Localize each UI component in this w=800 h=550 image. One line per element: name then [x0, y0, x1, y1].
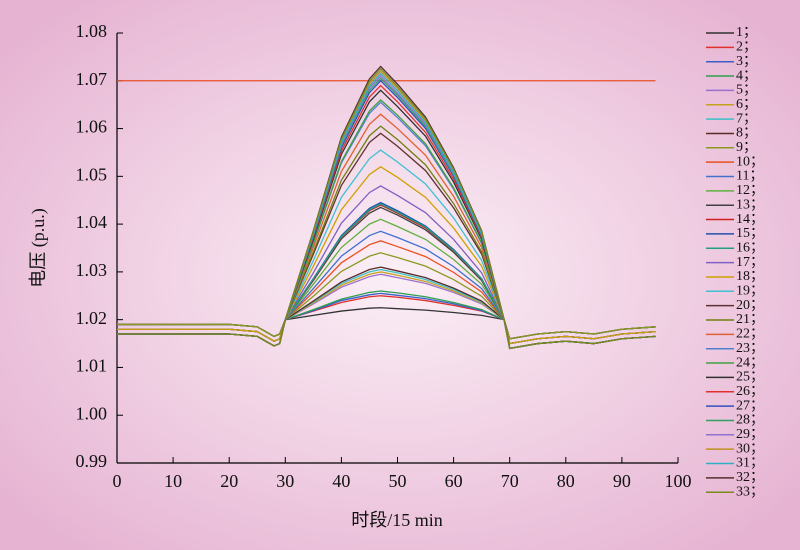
legend-label: 18；	[736, 269, 764, 284]
legend-label: 9；	[736, 140, 757, 155]
legend-label: 28；	[736, 413, 764, 428]
x-tick-label: 70	[501, 471, 519, 491]
legend-label: 10；	[736, 154, 764, 169]
y-tick-label: 0.99	[76, 451, 108, 471]
y-tick-label: 1.06	[76, 117, 108, 137]
legend-label: 15；	[736, 226, 764, 241]
x-tick-label: 80	[557, 471, 575, 491]
x-tick-label: 90	[613, 471, 631, 491]
legend-label: 6；	[736, 97, 757, 112]
legend-label: 19；	[736, 284, 764, 299]
y-tick-label: 1.04	[76, 212, 108, 232]
legend-label: 16；	[736, 240, 764, 255]
legend-label: 29；	[736, 427, 764, 442]
y-tick-label: 1.01	[76, 356, 108, 376]
legend-label: 4；	[736, 68, 757, 83]
y-tick-label: 1.03	[76, 260, 108, 280]
x-tick-label: 40	[332, 471, 350, 491]
legend-label: 14；	[736, 212, 764, 227]
legend-label: 5；	[736, 83, 757, 98]
legend-label: 2；	[736, 40, 757, 55]
legend-label: 11；	[736, 169, 763, 184]
legend-label: 30；	[736, 441, 764, 456]
legend-label: 33；	[736, 484, 764, 499]
x-tick-label: 50	[389, 471, 407, 491]
x-tick-label: 10	[164, 471, 182, 491]
x-tick-label: 60	[445, 471, 463, 491]
legend-label: 22；	[736, 327, 764, 342]
legend-label: 31；	[736, 456, 764, 471]
legend-label: 23；	[736, 341, 764, 356]
x-tick-label: 20	[220, 471, 238, 491]
legend-label: 20；	[736, 298, 764, 313]
legend-label: 12；	[736, 183, 764, 198]
y-tick-label: 1.02	[76, 308, 108, 328]
y-tick-label: 1.00	[76, 403, 108, 423]
x-axis-label: 时段/15 min	[351, 510, 443, 530]
x-tick-label: 30	[276, 471, 294, 491]
y-axis-label: 电压 (p.u.)	[28, 208, 49, 288]
legend-label: 17；	[736, 255, 764, 270]
series-line	[117, 166, 656, 345]
series-line	[117, 67, 656, 350]
legend-label: 24；	[736, 355, 764, 370]
legend-label: 27；	[736, 398, 764, 413]
y-tick-label: 1.05	[76, 164, 108, 184]
y-tick-label: 1.07	[76, 69, 108, 89]
x-tick-label: 0	[113, 471, 122, 491]
legend-label: 3；	[736, 54, 757, 69]
legend-label: 25；	[736, 370, 764, 385]
legend-label: 1；	[736, 25, 757, 40]
legend-label: 7；	[736, 111, 757, 126]
x-tick-label: 100	[665, 471, 692, 491]
legend-label: 32；	[736, 470, 764, 485]
y-tick-label: 1.08	[76, 21, 108, 41]
legend-label: 8；	[736, 126, 757, 141]
legend-label: 26；	[736, 384, 764, 399]
legend-label: 13；	[736, 197, 764, 212]
legend-label: 21；	[736, 312, 764, 327]
series-line	[117, 252, 656, 340]
